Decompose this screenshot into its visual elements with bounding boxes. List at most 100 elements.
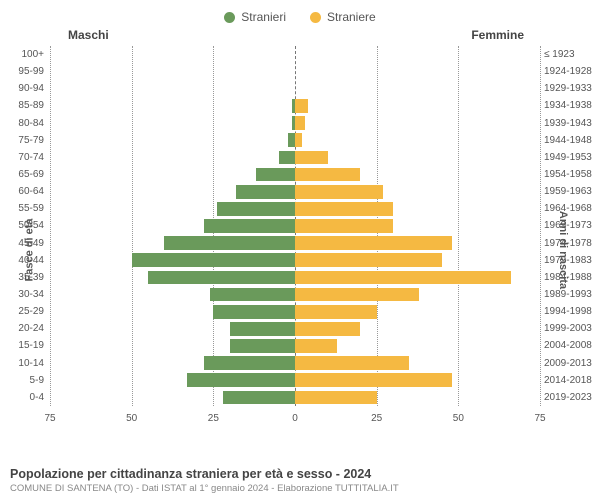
female-bar bbox=[295, 168, 360, 182]
age-label: 60-64 bbox=[4, 186, 44, 197]
birth-label: 1969-1973 bbox=[544, 220, 598, 231]
female-bar bbox=[295, 253, 442, 267]
age-label: 85-89 bbox=[4, 100, 44, 111]
male-bar bbox=[204, 356, 295, 370]
male-bar bbox=[236, 185, 295, 199]
birth-label: 1949-1953 bbox=[544, 152, 598, 163]
x-tick: 75 bbox=[44, 413, 55, 424]
female-bar bbox=[295, 288, 419, 302]
birth-label: 2004-2008 bbox=[544, 340, 598, 351]
age-row: 35-391984-1988 bbox=[50, 269, 540, 286]
pyramid-chart: 100+≤ 192395-991924-192890-941929-193385… bbox=[50, 46, 540, 426]
chart-subtitle: COMUNE DI SANTENA (TO) - Dati ISTAT al 1… bbox=[10, 483, 590, 494]
age-label: 70-74 bbox=[4, 152, 44, 163]
age-row: 50-541969-1973 bbox=[50, 217, 540, 234]
age-label: 35-39 bbox=[4, 272, 44, 283]
female-bar bbox=[295, 391, 377, 405]
male-bar bbox=[210, 288, 295, 302]
legend-female-label: Straniere bbox=[327, 10, 376, 24]
male-bar bbox=[230, 322, 295, 336]
age-label: 15-19 bbox=[4, 340, 44, 351]
male-bar bbox=[256, 168, 295, 182]
male-bar bbox=[230, 339, 295, 353]
age-row: 15-192004-2008 bbox=[50, 337, 540, 354]
age-label: 90-94 bbox=[4, 83, 44, 94]
male-bar bbox=[164, 236, 295, 250]
male-swatch bbox=[224, 12, 235, 23]
age-label: 75-79 bbox=[4, 135, 44, 146]
age-label: 50-54 bbox=[4, 220, 44, 231]
header-right: Femmine bbox=[471, 28, 524, 42]
birth-label: 1984-1988 bbox=[544, 272, 598, 283]
column-headers: Maschi Femmine bbox=[0, 28, 600, 42]
legend-male-label: Stranieri bbox=[241, 10, 286, 24]
female-bar bbox=[295, 236, 452, 250]
age-row: 80-841939-1943 bbox=[50, 115, 540, 132]
female-bar bbox=[295, 133, 302, 147]
male-bar bbox=[187, 373, 295, 387]
female-bar bbox=[295, 116, 305, 130]
male-bar bbox=[213, 305, 295, 319]
x-tick: 25 bbox=[371, 413, 382, 424]
female-bar bbox=[295, 271, 511, 285]
age-label: 80-84 bbox=[4, 118, 44, 129]
age-label: 55-59 bbox=[4, 203, 44, 214]
legend-item-male: Stranieri bbox=[224, 10, 286, 24]
birth-label: 1964-1968 bbox=[544, 203, 598, 214]
legend-item-female: Straniere bbox=[310, 10, 376, 24]
male-bar bbox=[223, 391, 295, 405]
footer: Popolazione per cittadinanza straniera p… bbox=[10, 467, 590, 494]
age-label: 0-4 bbox=[4, 392, 44, 403]
age-row: 5-92014-2018 bbox=[50, 372, 540, 389]
age-label: 65-69 bbox=[4, 169, 44, 180]
birth-label: 2014-2018 bbox=[544, 375, 598, 386]
x-tick: 75 bbox=[534, 413, 545, 424]
birth-label: 1994-1998 bbox=[544, 306, 598, 317]
male-bar bbox=[204, 219, 295, 233]
x-axis: 7550250255075 bbox=[50, 406, 540, 426]
age-label: 10-14 bbox=[4, 358, 44, 369]
rows-container: 100+≤ 192395-991924-192890-941929-193385… bbox=[50, 46, 540, 406]
male-bar bbox=[217, 202, 295, 216]
birth-label: ≤ 1923 bbox=[544, 49, 598, 60]
age-row: 100+≤ 1923 bbox=[50, 46, 540, 63]
age-row: 65-691954-1958 bbox=[50, 166, 540, 183]
female-bar bbox=[295, 202, 393, 216]
male-bar bbox=[279, 151, 295, 165]
age-row: 55-591964-1968 bbox=[50, 200, 540, 217]
x-tick: 50 bbox=[126, 413, 137, 424]
birth-label: 1929-1933 bbox=[544, 83, 598, 94]
female-bar bbox=[295, 305, 377, 319]
age-label: 30-34 bbox=[4, 289, 44, 300]
female-bar bbox=[295, 373, 452, 387]
age-row: 10-142009-2013 bbox=[50, 355, 540, 372]
x-tick: 25 bbox=[208, 413, 219, 424]
age-row: 20-241999-2003 bbox=[50, 320, 540, 337]
x-tick: 50 bbox=[453, 413, 464, 424]
age-row: 60-641959-1963 bbox=[50, 183, 540, 200]
female-bar bbox=[295, 99, 308, 113]
legend: Stranieri Straniere bbox=[0, 0, 600, 28]
female-bar bbox=[295, 185, 383, 199]
age-row: 40-441979-1983 bbox=[50, 252, 540, 269]
age-label: 40-44 bbox=[4, 255, 44, 266]
age-row: 95-991924-1928 bbox=[50, 63, 540, 80]
female-bar bbox=[295, 339, 337, 353]
age-row: 70-741949-1953 bbox=[50, 149, 540, 166]
birth-label: 1959-1963 bbox=[544, 186, 598, 197]
birth-label: 2019-2023 bbox=[544, 392, 598, 403]
male-bar bbox=[148, 271, 295, 285]
age-row: 30-341989-1993 bbox=[50, 286, 540, 303]
birth-label: 1999-2003 bbox=[544, 323, 598, 334]
age-row: 45-491974-1978 bbox=[50, 235, 540, 252]
birth-label: 1989-1993 bbox=[544, 289, 598, 300]
birth-label: 2009-2013 bbox=[544, 358, 598, 369]
birth-label: 1979-1983 bbox=[544, 255, 598, 266]
x-tick: 0 bbox=[292, 413, 298, 424]
age-row: 0-42019-2023 bbox=[50, 389, 540, 406]
birth-label: 1934-1938 bbox=[544, 100, 598, 111]
birth-label: 1939-1943 bbox=[544, 118, 598, 129]
female-bar bbox=[295, 322, 360, 336]
male-bar bbox=[132, 253, 295, 267]
grid-line bbox=[540, 46, 541, 406]
